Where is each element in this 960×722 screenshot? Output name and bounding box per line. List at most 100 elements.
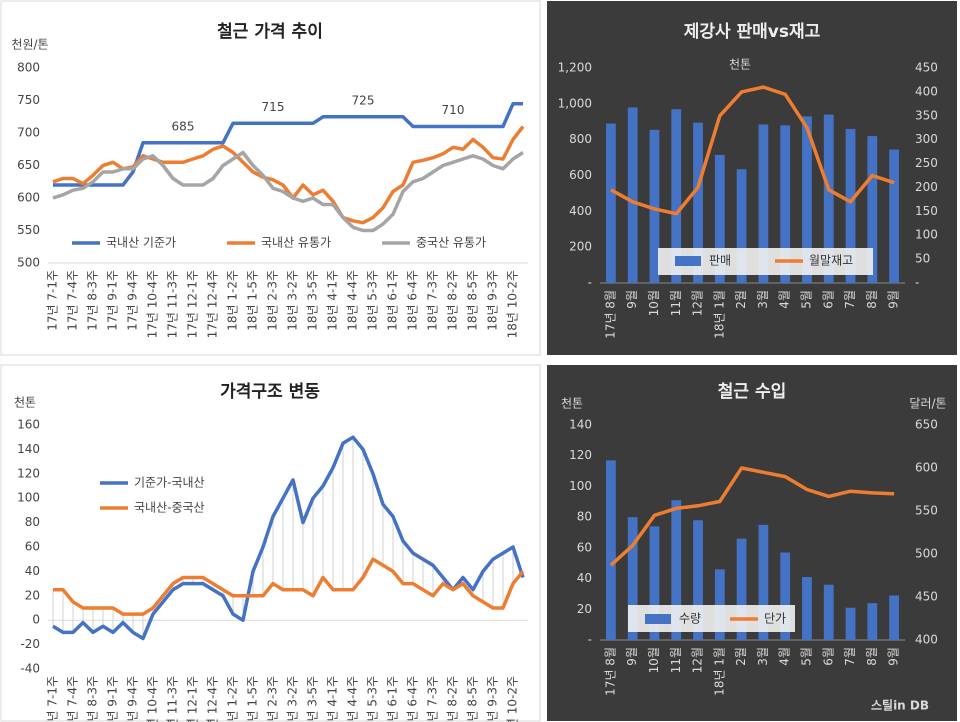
x-tick-label: 9월 — [887, 290, 901, 309]
bar — [714, 569, 725, 640]
x-tick-label: 18년 4-4주 — [346, 270, 360, 331]
x-tick-label: 18년 3-2주 — [286, 270, 300, 331]
bar — [889, 595, 900, 640]
y2-tick-label: 500 — [915, 547, 938, 561]
line — [52, 150, 524, 233]
y-tick-label: 100 — [569, 479, 592, 493]
bar — [736, 169, 747, 283]
y-tick-label: 60 — [25, 540, 40, 554]
y-tick-label: 800 — [17, 61, 40, 75]
legend-label: 수량 — [679, 612, 701, 626]
legend-label: 국내산 기준가 — [106, 236, 176, 250]
bar — [671, 500, 682, 640]
x-tick-label: 18년 10-2주 — [506, 676, 520, 722]
x-tick-label: 9월 — [625, 290, 639, 309]
x-tick-label: 2월 — [734, 290, 748, 309]
x-tick-label: 9월 — [887, 647, 901, 666]
y-tick-label: 40 — [25, 564, 40, 578]
x-tick-label: 12월 — [691, 290, 705, 316]
bar — [627, 517, 638, 640]
x-tick-label: 4월 — [778, 647, 792, 666]
x-tick-label: 18년 4-1주 — [326, 676, 340, 722]
data-label: 725 — [352, 93, 375, 107]
y-tick-label: 550 — [17, 223, 40, 237]
x-tick-label: 12월 — [691, 647, 705, 673]
bar — [758, 524, 769, 640]
x-tick-label: 18년 3-2주 — [286, 676, 300, 722]
data-label: 715 — [262, 100, 285, 114]
y-axis-label: 천원/톤 — [11, 37, 48, 52]
x-tick-label: 17년 8월 — [603, 647, 617, 696]
x-tick-label: 18년 1-5주 — [246, 676, 260, 722]
x-tick-label: 18년 8-2주 — [446, 270, 460, 331]
x-tick-label: 18년 2-3주 — [266, 270, 280, 331]
x-tick-label: 17년 10-4주 — [146, 676, 160, 722]
y-tick-label: 140 — [569, 418, 592, 432]
y-tick-label: 500 — [17, 256, 40, 270]
x-tick-label: 7월 — [843, 647, 857, 666]
y2-tick-label: 550 — [915, 504, 938, 518]
y-tick-label: 120 — [17, 466, 40, 480]
logo: 스틸in DB — [871, 699, 929, 713]
line — [53, 557, 525, 616]
bar — [780, 125, 791, 283]
y2-tick-label: 650 — [915, 418, 938, 432]
line — [610, 85, 895, 216]
x-tick-label: 18년 6-4주 — [406, 270, 420, 331]
x-tick-label: 18년 4-1주 — [326, 270, 340, 331]
x-tick-label: 17년 11-3주 — [166, 676, 180, 722]
x-tick-label: 7월 — [843, 290, 857, 309]
y-tick-label: 800 — [569, 132, 592, 146]
y-tick-label: 700 — [17, 126, 40, 140]
y2-tick-label: 100 — [915, 228, 938, 242]
bar — [867, 136, 878, 283]
x-tick-label: 17년 12-1주 — [186, 270, 200, 338]
x-tick-label: 18년 1-2주 — [226, 270, 240, 331]
x-tick-label: 18년 9-3주 — [486, 676, 500, 722]
y2-tick-label: 150 — [915, 204, 938, 218]
x-tick-label: 18년 1-2주 — [226, 676, 240, 722]
bar — [867, 603, 878, 640]
data-label: 710 — [442, 103, 465, 117]
x-tick-label: 3월 — [756, 647, 770, 666]
x-tick-label: 18년 6-1주 — [386, 676, 400, 722]
y-tick-label: 20 — [577, 602, 592, 616]
y-tick-label: 140 — [17, 442, 40, 456]
legend-swatch — [675, 256, 701, 266]
x-tick-label: 18년 5-3주 — [366, 676, 380, 722]
y-tick-label: 400 — [569, 204, 592, 218]
x-tick-label: 5월 — [799, 290, 813, 309]
y2-tick-label: 400 — [915, 84, 938, 98]
bar — [758, 124, 769, 283]
x-tick-label: 10월 — [647, 647, 661, 673]
legend-label: 국내산-중국산 — [134, 501, 205, 515]
x-tick-label: 18년 3-5주 — [306, 270, 320, 331]
x-tick-label: 8월 — [865, 647, 879, 666]
data-label: 685 — [172, 119, 195, 133]
x-tick-label: 17년 7-1주 — [46, 676, 60, 722]
legend-label: 중국산 유통가 — [416, 236, 486, 250]
bar — [845, 607, 856, 640]
y2-tick-label: 450 — [915, 61, 938, 75]
y-tick-label: 1,000 — [558, 96, 592, 110]
x-tick-label: 17년 7-4주 — [66, 270, 80, 331]
x-tick-label: 17년 12-1주 — [186, 676, 200, 722]
y-tick-label: 20 — [25, 588, 40, 602]
x-tick-label: 18년 1-5주 — [246, 270, 260, 331]
y-tick-label: - — [588, 276, 592, 290]
legend-label: 국내산 유통가 — [261, 236, 331, 250]
x-tick-label: 10월 — [647, 290, 661, 316]
bar — [714, 154, 725, 283]
x-tick-label: 18년 1월 — [712, 290, 726, 339]
y-axis-label: 천톤 — [14, 395, 36, 410]
chart-title: 철근 수입 — [718, 382, 786, 402]
x-tick-label: 18년 9-3주 — [486, 270, 500, 331]
chart-subtitle: 천톤 — [729, 57, 751, 72]
x-tick-label: 6월 — [821, 647, 835, 666]
x-tick-label: 18년 5-3주 — [366, 270, 380, 331]
bar — [649, 129, 660, 283]
x-tick-label: 18년 10-2주 — [506, 270, 520, 338]
